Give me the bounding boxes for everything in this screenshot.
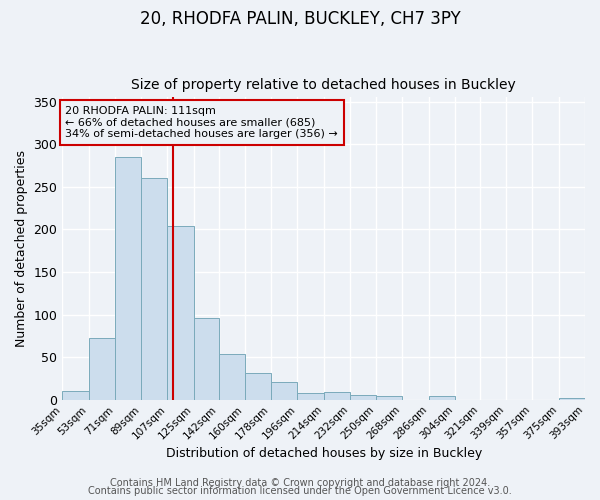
Bar [323, 392, 350, 400]
Text: 20 RHODFA PALIN: 111sqm
← 66% of detached houses are smaller (685)
34% of semi-d: 20 RHODFA PALIN: 111sqm ← 66% of detache… [65, 106, 338, 139]
Text: Contains public sector information licensed under the Open Government Licence v3: Contains public sector information licen… [88, 486, 512, 496]
Bar [350, 396, 376, 400]
Bar [194, 318, 218, 400]
Bar [559, 398, 585, 400]
Y-axis label: Number of detached properties: Number of detached properties [15, 150, 28, 347]
Bar [271, 382, 298, 400]
Bar [429, 396, 455, 400]
Bar [62, 391, 89, 400]
Bar [141, 178, 167, 400]
Text: Contains HM Land Registry data © Crown copyright and database right 2024.: Contains HM Land Registry data © Crown c… [110, 478, 490, 488]
Title: Size of property relative to detached houses in Buckley: Size of property relative to detached ho… [131, 78, 516, 92]
Bar [89, 338, 115, 400]
Bar [115, 157, 141, 400]
Text: 20, RHODFA PALIN, BUCKLEY, CH7 3PY: 20, RHODFA PALIN, BUCKLEY, CH7 3PY [140, 10, 460, 28]
Bar [298, 393, 323, 400]
Bar [167, 226, 194, 400]
Bar [218, 354, 245, 400]
Bar [245, 374, 271, 400]
X-axis label: Distribution of detached houses by size in Buckley: Distribution of detached houses by size … [166, 447, 482, 460]
Bar [376, 396, 403, 400]
